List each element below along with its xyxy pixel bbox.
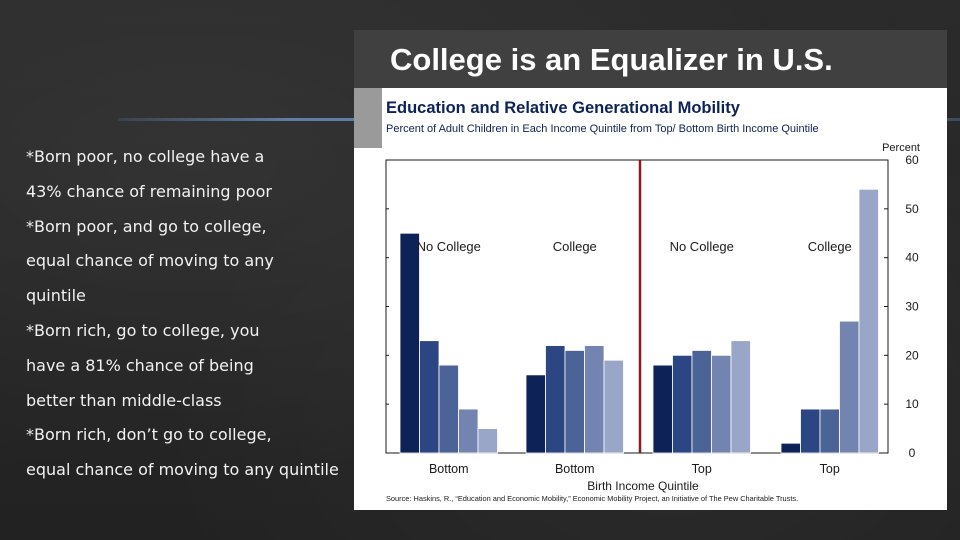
bar <box>525 374 546 454</box>
x-tick-label: Bottom <box>555 462 595 476</box>
source-note: Source: Haskins, R., “Education and Econ… <box>386 494 798 503</box>
bar <box>438 364 459 454</box>
bar <box>545 345 566 454</box>
panel-corner <box>354 88 382 148</box>
bullet-line: *Born rich, don’t go to college, <box>26 425 272 445</box>
x-tick-label: Top <box>820 462 840 476</box>
x-tick-label: Top <box>692 462 712 476</box>
y-tick-label: 60 <box>905 153 919 167</box>
bar <box>819 408 840 454</box>
y-tick-label: 50 <box>905 202 919 216</box>
bar <box>584 345 605 454</box>
bar <box>858 188 879 454</box>
x-tick-label: Bottom <box>429 462 469 476</box>
bar <box>458 408 479 454</box>
chart-panel: College is an Equalizer in U.S. Educatio… <box>354 30 947 510</box>
bar <box>419 340 440 454</box>
bullet-line: *Born poor, and go to college, <box>26 216 267 236</box>
group-annotation: No College <box>670 239 734 254</box>
bullet-line: quintile <box>26 286 86 306</box>
chart-title: Education and Relative Generational Mobi… <box>386 99 741 117</box>
bar <box>399 232 420 454</box>
bullet-line: equal chance of moving to any <box>26 251 274 271</box>
bar <box>564 350 585 454</box>
bar <box>477 428 498 454</box>
chart-svg: Education and Relative Generational Mobi… <box>385 99 920 503</box>
bar <box>603 359 624 454</box>
bullet-line: equal chance of moving to any quintile <box>26 460 339 480</box>
bullet-text-block: *Born poor, no college have a 43% chance… <box>26 140 356 488</box>
bar <box>691 350 712 454</box>
y-axis-label: Percent <box>882 142 920 154</box>
y-tick-label: 30 <box>905 300 919 314</box>
bar <box>730 340 751 454</box>
group-annotation: No College <box>417 239 481 254</box>
x-axis-label: Birth Income Quintile <box>587 479 699 493</box>
y-tick-label: 20 <box>905 348 919 362</box>
bar <box>839 320 860 454</box>
bar <box>652 364 673 454</box>
y-tick-label: 10 <box>905 397 919 411</box>
bar <box>800 408 821 454</box>
bullet-line: have a 81% chance of being <box>26 355 254 375</box>
slide-title: College is an Equalizer in U.S. <box>390 42 833 77</box>
bar <box>711 354 732 454</box>
bullet-line: *Born rich, go to college, you <box>26 320 260 340</box>
y-tick-label: 40 <box>905 251 919 265</box>
title-bar: College is an Equalizer in U.S. <box>354 30 947 88</box>
group-annotation: College <box>553 239 597 254</box>
bullet-line: *Born poor, no college have a <box>26 147 265 166</box>
bar <box>780 442 801 454</box>
bullet-line: 43% chance of remaining poor <box>26 181 272 201</box>
bar <box>672 354 693 454</box>
chart-subtitle: Percent of Adult Children in Each Income… <box>386 123 819 135</box>
bullet-line: better than middle-class <box>26 390 222 410</box>
group-annotation: College <box>808 239 852 254</box>
y-tick-label: 0 <box>909 446 916 460</box>
